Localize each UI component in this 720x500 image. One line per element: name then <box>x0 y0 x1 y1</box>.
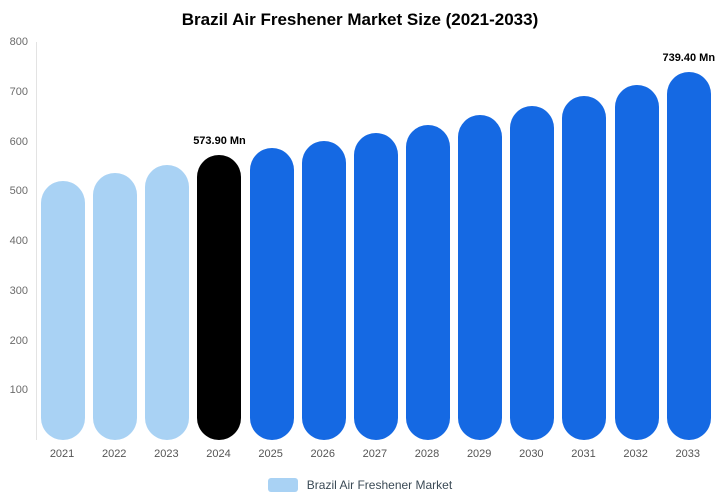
y-tick-400: 400 <box>9 235 28 247</box>
bar-cell-2025 <box>246 42 298 440</box>
y-tick-800: 800 <box>9 36 28 48</box>
x-label-2031: 2031 <box>571 448 596 460</box>
bar-cell-2029 <box>454 42 506 440</box>
y-axis: 800 700 600 500 400 300 200 100 <box>0 36 30 440</box>
bar-2028[interactable] <box>406 124 451 440</box>
y-tick-600: 600 <box>9 135 28 148</box>
data-label-2024: 573.90 Mn <box>193 134 246 147</box>
data-label-2033: 739.40 Mn <box>662 52 716 65</box>
x-label-2025: 2025 <box>258 448 283 460</box>
bars: 573.90 Mn 739.40 Mn <box>37 42 715 440</box>
bar-2025[interactable] <box>249 148 294 440</box>
bar-cell-2024: 573.90 Mn <box>193 42 246 440</box>
y-tick-100: 100 <box>9 384 28 397</box>
bar-cell-2032 <box>611 42 663 440</box>
bar-2024[interactable] <box>197 154 242 440</box>
x-label-2022: 2022 <box>101 448 127 460</box>
bar-2022[interactable] <box>93 172 138 440</box>
x-label-2028: 2028 <box>414 448 440 460</box>
bar-cell-2028 <box>402 42 454 440</box>
x-label-2033: 2033 <box>675 448 700 460</box>
bar-cell-2033: 739.40 Mn <box>662 42 716 440</box>
x-label-2027: 2027 <box>362 448 388 460</box>
bar-2031[interactable] <box>562 95 607 440</box>
bar-cell-2026 <box>298 42 350 440</box>
bar-cell-2021 <box>37 42 89 440</box>
bar-cell-2030 <box>506 42 558 440</box>
bar-2023[interactable] <box>145 165 190 440</box>
x-label-2023: 2023 <box>154 448 179 460</box>
x-label-2029: 2029 <box>466 448 492 460</box>
y-tick-200: 200 <box>9 334 28 347</box>
chart-title: Brazil Air Freshener Market Size (2021-2… <box>181 10 539 29</box>
y-tick-700: 700 <box>9 85 28 98</box>
legend[interactable]: Brazil Air Freshener Market <box>0 478 720 492</box>
bar-2032[interactable] <box>614 85 659 440</box>
bar-cell-2027 <box>350 42 402 440</box>
bar-2029[interactable] <box>458 115 503 440</box>
x-axis: 2021 2022 2023 2024 2025 2026 2027 2028 2029 2030… <box>36 448 714 460</box>
plot-area: 573.90 Mn 739.40 Mn <box>36 42 715 440</box>
bar-2027[interactable] <box>353 133 398 440</box>
x-label-2024: 2024 <box>206 448 231 460</box>
x-label-2026: 2026 <box>310 448 335 460</box>
x-label-2032: 2032 <box>623 448 648 460</box>
bar-2033[interactable] <box>666 72 711 440</box>
y-tick-300: 300 <box>9 284 28 297</box>
x-label-2021: 2021 <box>49 448 75 460</box>
bar-cell-2023 <box>141 42 193 440</box>
bar-cell-2031 <box>558 42 610 440</box>
bar-2021[interactable] <box>41 181 86 440</box>
bar-2026[interactable] <box>301 141 346 440</box>
y-tick-500: 500 <box>9 185 28 198</box>
bar-2030[interactable] <box>510 105 555 440</box>
bar-cell-2022 <box>89 42 141 440</box>
legend-swatch <box>267 478 298 492</box>
legend-label: Brazil Air Freshener Market <box>306 478 453 492</box>
x-label-2030: 2030 <box>519 448 544 460</box>
